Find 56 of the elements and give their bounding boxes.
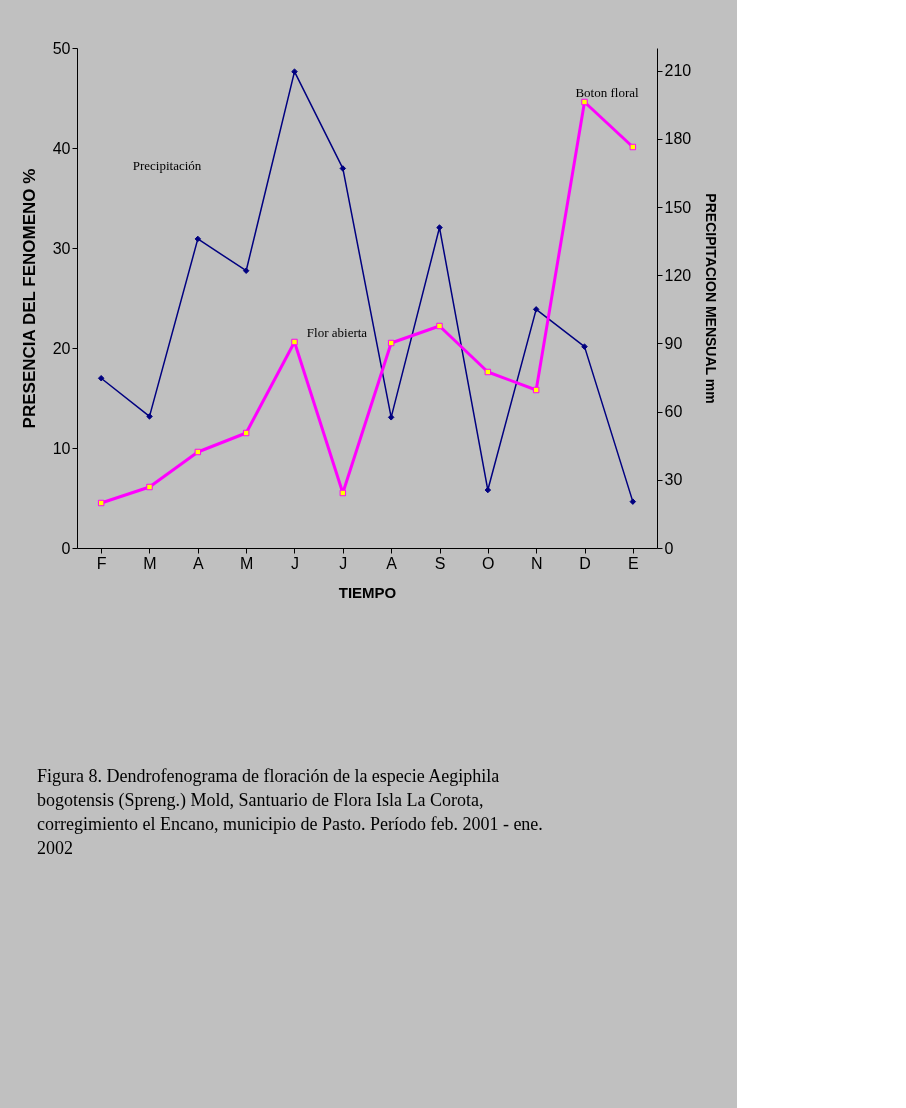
point	[242, 429, 250, 437]
x-tick-label: M	[143, 554, 157, 572]
y-tick-label: 50	[52, 39, 71, 57]
y2-tick-label: 90	[664, 334, 683, 352]
point	[242, 267, 250, 274]
point	[146, 483, 153, 491]
y2-tick-label: 60	[664, 403, 683, 421]
x-tick-label: D	[579, 554, 591, 572]
x-tick-label: O	[482, 554, 495, 572]
x-tick-label: M	[240, 554, 254, 572]
point	[291, 338, 298, 346]
point	[629, 498, 637, 505]
x-tick-label: S	[434, 554, 446, 572]
point	[339, 489, 347, 497]
y2-tick-label: 30	[664, 471, 683, 489]
annotation: Flor abierta	[306, 325, 368, 340]
point	[581, 343, 588, 350]
annotation: Precipitación	[132, 158, 202, 173]
x-tick-label: J	[339, 554, 348, 572]
y-tick-label: 0	[61, 539, 71, 557]
y2-tick-label: 150	[664, 198, 692, 216]
x-tick-label: A	[193, 554, 204, 572]
point	[532, 386, 540, 394]
point	[581, 98, 588, 106]
x-tick-label: E	[628, 554, 639, 572]
point	[532, 306, 540, 313]
point	[194, 235, 202, 243]
x-tick-label: A	[386, 554, 398, 572]
point	[436, 224, 443, 231]
point	[484, 368, 492, 376]
point	[97, 499, 105, 507]
point	[436, 322, 443, 330]
point	[291, 68, 298, 75]
y2-tick-label: 210	[664, 62, 692, 80]
x-tick-label: N	[530, 554, 543, 572]
y2-tick-label: 120	[664, 266, 692, 284]
x-axis-title: TIEMPO	[338, 583, 397, 601]
y-axis-title: PRESENCIA DEL FENOMENO %	[19, 168, 39, 429]
point	[387, 414, 395, 421]
y2-axis-title: PRECIPITACION MENSUAL mm	[703, 193, 720, 404]
y2-tick-label: 180	[664, 130, 692, 148]
annotation: Boton floral	[575, 85, 639, 100]
point	[97, 374, 105, 382]
y-tick-label: 10	[52, 439, 71, 457]
point	[194, 448, 202, 456]
point	[387, 339, 395, 347]
y-tick-label: 30	[52, 239, 71, 257]
y-tick-label: 40	[52, 139, 71, 157]
point	[146, 413, 153, 420]
point	[629, 143, 637, 151]
y2-tick-label: 0	[664, 539, 674, 557]
text: Figura 8. Dendrofenograma de floración de la especie Aegiphila bogotensis (Spreng.) Mold, Santuario de Flora Isla La Corota, corregimiento el Encano, municipio de Pasto. Período feb. 2001 - ene. 2002	[37, 766, 543, 858]
point	[339, 165, 347, 172]
x-tick-label: F	[96, 554, 107, 572]
x-tick-label: J	[291, 554, 299, 572]
y-tick-label: 20	[52, 339, 71, 357]
